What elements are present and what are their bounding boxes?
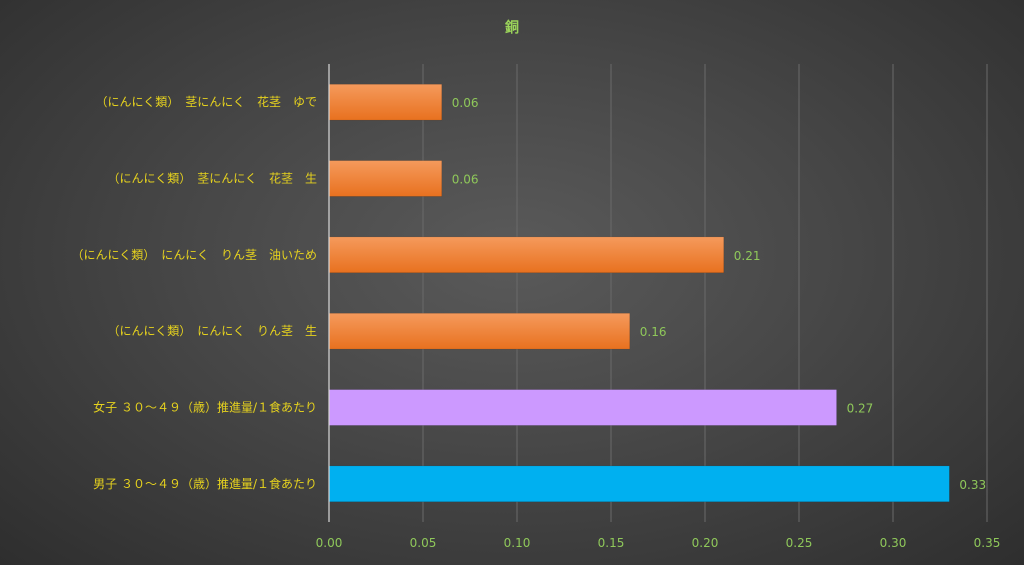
x-tick-label: 0.30 xyxy=(880,536,907,550)
category-label: （にんにく類） 茎にんにく 花茎 ゆで xyxy=(95,94,317,109)
bar xyxy=(328,83,443,121)
category-label: （にんにく類） にんにく りん茎 油いため xyxy=(71,248,317,262)
x-tick-label: 0.25 xyxy=(786,536,813,550)
bar xyxy=(328,160,443,197)
chart-title: 銅 xyxy=(505,19,519,36)
category-label: 男子 ３０～４９（歳）推進量/１食あたり xyxy=(93,476,317,491)
data-label: 0.06 xyxy=(452,173,479,187)
data-label: 0.33 xyxy=(959,478,986,492)
x-tick-label: 0.00 xyxy=(316,536,343,550)
category-label: 女子 ３０～４９（歳）推進量/１食あたり xyxy=(93,400,317,415)
gridlines xyxy=(422,64,988,522)
category-labels: （にんにく類） 茎にんにく 花茎 ゆで （にんにく類） 茎にんにく 花茎 生 （にん… xyxy=(71,94,317,491)
bar xyxy=(328,312,631,350)
bar xyxy=(328,389,837,426)
x-tick-label: 0.05 xyxy=(410,536,437,550)
data-label: 0.06 xyxy=(452,96,479,110)
x-tick-label: 0.10 xyxy=(504,536,531,550)
category-label: （にんにく類） 茎にんにく 花茎 生 xyxy=(107,171,317,186)
data-label: 0.16 xyxy=(640,325,667,339)
bar xyxy=(328,236,725,274)
data-label: 0.27 xyxy=(847,402,874,416)
data-labels: 0.06 0.06 0.21 0.16 0.27 0.33 xyxy=(452,96,986,492)
data-label: 0.21 xyxy=(734,249,761,263)
bars xyxy=(328,83,950,503)
x-tick-label: 0.15 xyxy=(598,536,625,550)
x-tick-label: 0.35 xyxy=(974,536,1001,550)
bar xyxy=(328,465,950,503)
x-axis-tick-labels: 0.00 0.05 0.10 0.15 0.20 0.25 0.30 0.35 xyxy=(316,536,1001,550)
category-label: （にんにく類） にんにく りん茎 生 xyxy=(107,324,317,338)
x-tick-label: 0.20 xyxy=(692,536,719,550)
